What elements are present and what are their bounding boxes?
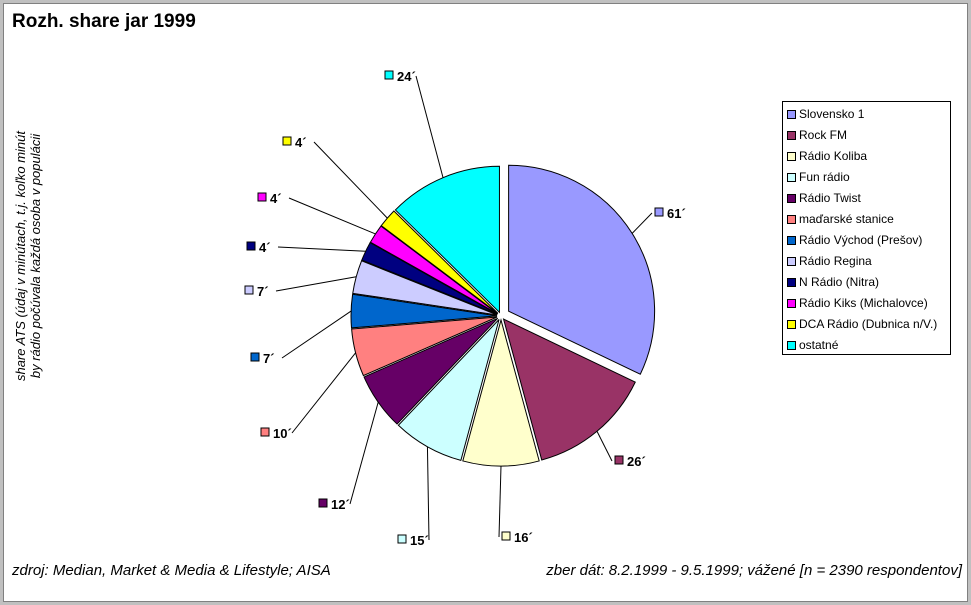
data-label-5: 12´ (331, 497, 350, 512)
legend-swatch (787, 299, 796, 308)
data-label-swatch-6 (260, 427, 270, 437)
data-label-9: 4´ (259, 240, 271, 255)
legend-swatch (787, 152, 796, 161)
legend-label: N Rádio (Nitra) (799, 275, 880, 289)
legend-swatch (787, 278, 796, 287)
legend-swatch (787, 257, 796, 266)
data-label-swatch-3 (501, 531, 511, 541)
legend-swatch (787, 131, 796, 140)
data-label-swatch-8 (244, 285, 254, 295)
data-label-1: 61´ (667, 206, 686, 221)
pie-slice-4 (397, 319, 500, 462)
leader-line-10 (288, 197, 376, 235)
legend-swatch (787, 320, 796, 329)
legend-label: Rádio Východ (Prešov) (799, 233, 923, 247)
pie-slice-2 (502, 318, 636, 461)
legend-label: Rádio Koliba (799, 149, 868, 163)
leader-line-11 (313, 141, 388, 219)
data-label-11: 4´ (295, 135, 307, 150)
leader-line-5 (349, 402, 379, 505)
chart-border (3, 3, 968, 602)
leader-line-3 (498, 465, 502, 538)
legend-swatch (787, 194, 796, 203)
data-label-swatch-10 (257, 192, 267, 202)
data-label-12: 24´ (397, 69, 416, 84)
leader-line-12 (415, 75, 444, 178)
legend-label: Rádio Kiks (Michalovce) (799, 296, 928, 310)
data-label-swatch-2 (614, 455, 624, 465)
data-label-swatch-1 (654, 207, 664, 217)
pie-slice-5 (363, 317, 499, 425)
leader-line-8 (275, 276, 357, 292)
data-label-10: 4´ (270, 191, 282, 206)
legend-swatch (787, 341, 796, 350)
data-label-swatch-5 (318, 498, 328, 508)
legend-swatch (787, 236, 796, 245)
legend: Slovensko 1 Rock FM Rádio Koliba Fun rádio R… (782, 101, 951, 355)
legend-swatch (787, 110, 796, 119)
data-label-6: 10´ (273, 426, 292, 441)
legend-swatch (787, 215, 796, 224)
data-label-4: 15´ (410, 533, 429, 548)
legend-label: Rádio Regina (799, 254, 872, 268)
legend-label: Rock FM (799, 128, 847, 142)
data-label-3: 16´ (514, 530, 533, 545)
legend-label: Rádio Twist (799, 191, 861, 205)
legend-label: ostatné (799, 338, 839, 352)
data-label-swatch-12 (384, 70, 394, 80)
chart-title: Rozh. share jar 1999 (12, 11, 196, 32)
source-note: zdroj: Median, Market & Media & Lifestyl… (12, 562, 331, 579)
leader-line-7 (281, 310, 352, 359)
data-label-swatch-4 (397, 534, 407, 544)
legend-label: DCA Rádio (Dubnica n/V.) (799, 317, 938, 331)
legend-label: Fun rádio (799, 170, 850, 184)
pie-slice-7 (350, 293, 498, 329)
data-label-2: 26´ (627, 454, 646, 469)
leader-line-4 (426, 446, 430, 541)
pie-slice-6 (351, 316, 498, 377)
pie-slice-10 (369, 225, 498, 315)
data-label-swatch-11 (282, 136, 292, 146)
data-label-7: 7´ (263, 351, 275, 366)
pie-chart: 61´ 26´ 16´ 15´ 12´ 10´ 7´ 7´ 4´ 4´ 4´ 24´ (244, 69, 686, 548)
leader-line-9 (277, 246, 366, 252)
leader-line-2 (596, 431, 613, 462)
legend-label: Slovensko 1 (799, 107, 865, 121)
pie-slice-11 (380, 210, 499, 314)
data-label-8: 7´ (257, 284, 269, 299)
legend-label: maďarské stanice (799, 212, 894, 226)
data-label-swatch-7 (250, 352, 260, 362)
data-label-swatch-9 (246, 241, 256, 251)
leader-line-6 (291, 352, 356, 434)
legend-swatch (787, 173, 796, 182)
survey-note: zber dát: 8.2.1999 - 9.5.1999; vážené [n… (546, 562, 962, 579)
leader-line-1 (631, 212, 653, 234)
